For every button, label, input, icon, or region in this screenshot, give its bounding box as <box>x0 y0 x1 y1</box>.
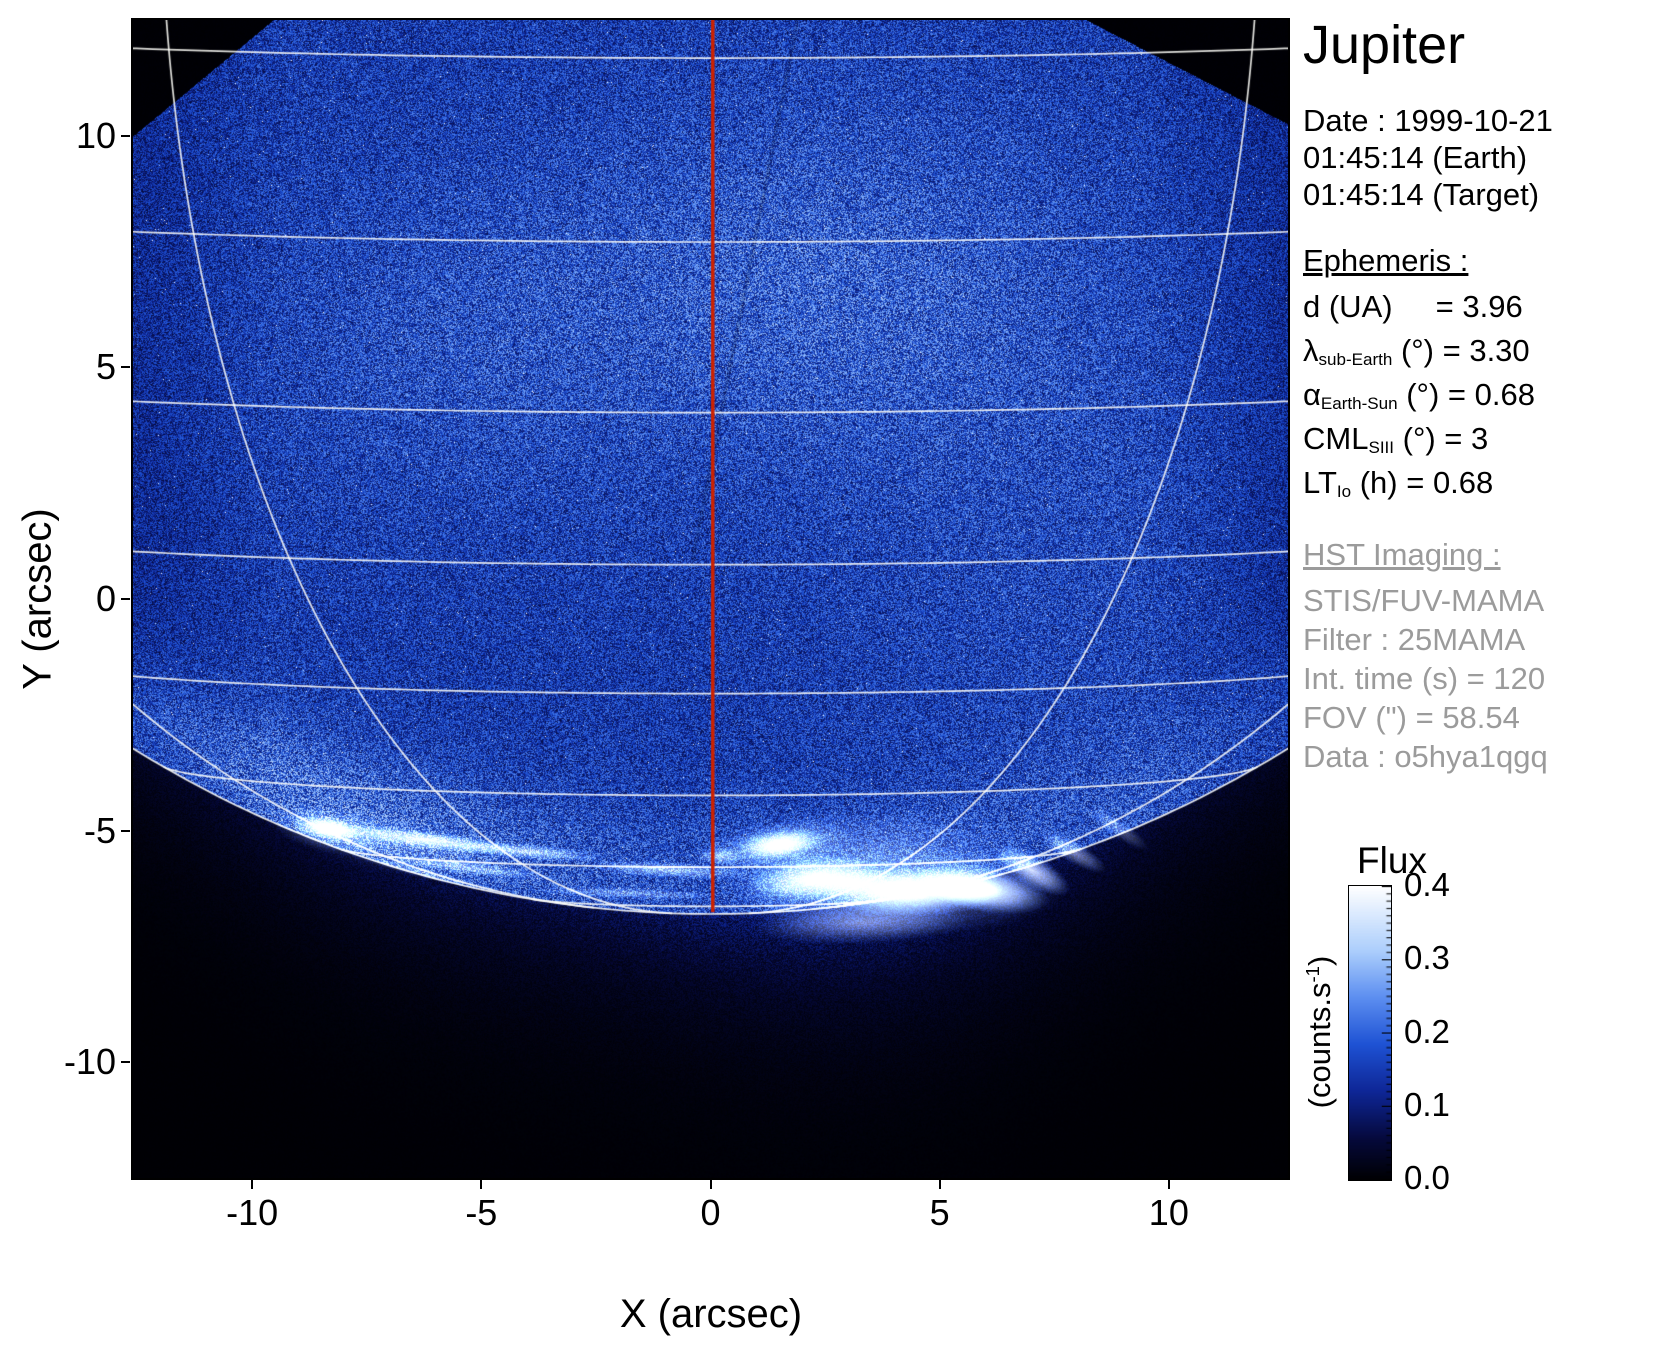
x-tick-label: -5 <box>465 1192 498 1233</box>
hst-data-id: Data : o5hya1qgq <box>1303 739 1548 774</box>
colorbar-gradient-canvas <box>1349 886 1391 1180</box>
colorbar-tick-label: 0.2 <box>1404 1012 1450 1050</box>
y-tick-label: 5 <box>95 346 116 388</box>
colorbar-tick-label: 0.0 <box>1404 1159 1450 1196</box>
x-tick-label: 10 <box>1148 1192 1189 1233</box>
hst-imaging-heading: HST Imaging : <box>1303 537 1501 572</box>
hst-filter: Filter : 25MAMA <box>1303 622 1526 657</box>
time-earth: 01:45:14 (Earth) <box>1303 140 1528 175</box>
y-axis-tick <box>121 134 130 137</box>
ephemeris-row-subearth-lat: λsub-Earth (°) = 3.30 <box>1303 333 1530 369</box>
colorbar-tick-label: 0.1 <box>1404 1085 1450 1123</box>
date-block: Date : 1999-10-21 01:45:14 (Earth) 01:45… <box>1303 102 1669 213</box>
ephemeris-heading: Ephemeris : <box>1303 243 1469 278</box>
x-axis-tick <box>709 1180 712 1189</box>
time-target: 01:45:14 (Target) <box>1303 177 1540 212</box>
x-tick-label: 5 <box>929 1192 950 1233</box>
y-axis-tick <box>121 598 130 600</box>
y-tick-label: 0 <box>95 578 116 619</box>
y-tick-label: 10 <box>75 114 116 156</box>
ephemeris-row-distance: d (UA) = 3.96 <box>1303 289 1523 324</box>
hst-imaging-block: STIS/FUV-MAMA Filter : 25MAMA Int. time … <box>1303 581 1669 776</box>
colorbar <box>1348 885 1392 1181</box>
x-tick-label: 0 <box>700 1192 721 1233</box>
x-axis-label: X (arcsec) <box>619 1292 803 1336</box>
x-axis-tick <box>938 1180 941 1189</box>
hst-instrument: STIS/FUV-MAMA <box>1303 583 1545 618</box>
plot-area <box>131 18 1290 1180</box>
x-axis-tick <box>251 1180 254 1189</box>
hst-fov: FOV (") = 58.54 <box>1303 700 1520 735</box>
target-title: Jupiter <box>1303 15 1466 75</box>
colorbar-unit-label: (counts.s-1) <box>1301 955 1338 1109</box>
y-tick-label: -10 <box>63 1041 116 1083</box>
hst-int-time: Int. time (s) = 120 <box>1303 661 1546 696</box>
x-axis-tick <box>1167 1180 1170 1189</box>
colorbar-tick-label: 0.3 <box>1404 939 1450 977</box>
jupiter-fuv-image-canvas <box>133 20 1288 1178</box>
y-axis-tick <box>121 829 130 832</box>
ephemeris-row-phase-angle: αEarth-Sun (°) = 0.68 <box>1303 377 1535 413</box>
info-panel: Jupiter Date : 1999-10-21 01:45:14 (Eart… <box>1303 14 1669 776</box>
ephemeris-block: d (UA) = 3.96 λsub-Earth (°) = 3.30 αEar… <box>1303 287 1669 507</box>
date-line: Date : 1999-10-21 <box>1303 103 1553 138</box>
ephemeris-row-cml: CMLSIII (°) = 3 <box>1303 421 1489 457</box>
y-axis-tick <box>121 366 130 369</box>
y-tick-label: -5 <box>83 809 116 851</box>
x-axis-tick <box>480 1180 483 1189</box>
y-axis-tick <box>121 1061 130 1064</box>
colorbar-title: Flux <box>1357 840 1427 881</box>
x-tick-label: -10 <box>226 1192 279 1233</box>
colorbar-tick-label: 0.4 <box>1404 866 1450 903</box>
ephemeris-row-io-local-time: LTIo (h) = 0.68 <box>1303 465 1494 501</box>
